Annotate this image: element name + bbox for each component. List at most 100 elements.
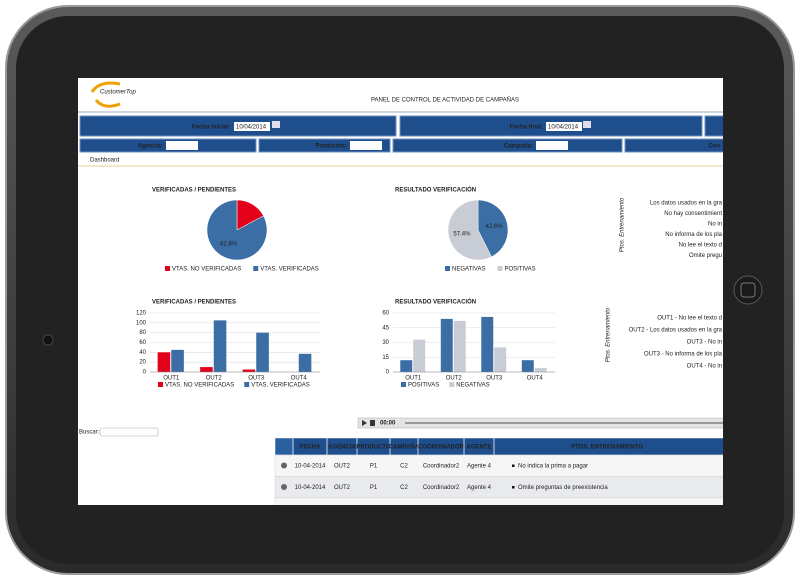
note-item: OUT2 - Los datos usados en la gra xyxy=(629,328,723,334)
row-audio-icon[interactable] xyxy=(281,462,287,469)
y-tick-label: 30 xyxy=(382,340,389,346)
screen-content: CustomerTop PANEL DE CONTROL DE ACTIVIDAD… xyxy=(78,81,723,505)
filter-label: Agencia: xyxy=(138,144,163,150)
x-tick-label: OUT4 xyxy=(527,376,544,382)
filter-cell xyxy=(704,115,723,137)
note-item: Los datos usados en la gra xyxy=(650,201,723,207)
bar xyxy=(256,332,269,372)
bar xyxy=(400,360,413,372)
note-item: No lee el texto d xyxy=(679,243,722,249)
page-title: PANEL DE CONTROL DE ACTIVIDAD DE CAMPAÑA… xyxy=(371,97,519,104)
progress-track xyxy=(405,422,723,424)
pie-slice xyxy=(477,199,509,258)
filter-label: Coo xyxy=(708,144,720,150)
table-cell: Agente 4 xyxy=(467,485,492,491)
play-button[interactable] xyxy=(362,420,367,426)
search-input[interactable] xyxy=(99,427,159,437)
y-tick-label: 60 xyxy=(139,340,146,346)
bar xyxy=(521,360,534,372)
pie-title: VERIFICADAS / PENDIENTES xyxy=(152,188,236,194)
legend-swatch xyxy=(449,382,455,387)
legend-swatch xyxy=(445,266,450,271)
table-cell: Omite preguntas de preexistencia xyxy=(518,485,608,491)
column-header: COORDINADOR xyxy=(418,445,465,451)
legend-swatch xyxy=(401,382,406,387)
table-cell: P1 xyxy=(370,464,378,470)
column-header: PTOS. ENTRENAMIENTO xyxy=(571,445,643,451)
filter-label: Productos: xyxy=(315,144,347,150)
table-cell: OUT2 xyxy=(334,485,351,491)
bar xyxy=(481,316,494,372)
calendar-button[interactable] xyxy=(272,121,280,128)
x-tick-label: OUT4 xyxy=(291,376,308,382)
y-tick-label: 60 xyxy=(382,311,389,317)
filter-label: Fecha final: xyxy=(510,125,543,131)
bullet xyxy=(512,464,515,467)
y-tick-label: 40 xyxy=(139,350,146,356)
table-cell: 10-04-2014 xyxy=(295,464,326,470)
y-tick-label: 0 xyxy=(386,370,390,376)
bar xyxy=(494,347,507,372)
note-item: OUT1 - No lee el texto d xyxy=(657,316,722,322)
column-header: FECHA xyxy=(300,445,321,451)
column-header: AGENCIA xyxy=(328,445,356,451)
legend-swatch xyxy=(158,382,163,387)
note-item: OUT3 - No in xyxy=(687,340,722,346)
note-item: No hay consentimient xyxy=(664,211,722,217)
note-item: OUT3 - No informa de los pla xyxy=(644,352,723,358)
calendar-button[interactable] xyxy=(583,121,591,128)
legend-swatch xyxy=(165,266,170,271)
pie-slice xyxy=(447,199,492,261)
legend-label: POSITIVAS xyxy=(504,267,535,273)
bar xyxy=(440,318,453,372)
filter-label: Fecha inicial: xyxy=(192,125,230,131)
filter-input[interactable] xyxy=(536,141,568,150)
legend-label: VTAS. NO VERIFICADAS xyxy=(165,383,234,389)
bullet xyxy=(512,486,515,489)
table-cell: P1 xyxy=(370,485,378,491)
note-item: No in xyxy=(708,222,722,228)
column-header: CAMPAÑA xyxy=(389,444,420,451)
stop-button[interactable] xyxy=(370,420,375,426)
note-item: OUT4 - No in xyxy=(687,364,722,370)
home-button[interactable] xyxy=(733,275,763,305)
note-item: No informa de los pla xyxy=(665,232,722,238)
filter-input[interactable] xyxy=(350,141,382,150)
table-cell: Coordinador2 xyxy=(423,464,460,470)
table-cell: C2 xyxy=(400,464,408,470)
x-tick-label: OUT2 xyxy=(446,376,463,382)
bar xyxy=(298,353,312,372)
date-input[interactable] xyxy=(234,122,270,131)
row-audio-icon[interactable] xyxy=(281,484,287,490)
bar xyxy=(453,320,466,372)
search-label: Buscar: xyxy=(79,430,100,436)
filter-input[interactable] xyxy=(166,141,198,150)
date-value: 10/04/2014 xyxy=(236,125,267,131)
legend-label: NEGATIVAS xyxy=(456,383,489,389)
bar xyxy=(171,349,184,372)
note-item: Omite pregu xyxy=(689,253,722,259)
column-header: AGENTE xyxy=(466,445,491,451)
tab[interactable]: Dashboard xyxy=(90,158,119,164)
home-icon xyxy=(740,282,756,298)
y-tick-label: 45 xyxy=(382,325,389,331)
legend-swatch xyxy=(244,382,250,387)
player-time: 00:00 xyxy=(380,421,396,427)
x-tick-label: OUT2 xyxy=(206,376,223,382)
y-tick-label: 120 xyxy=(136,311,147,317)
legend-label: VTAS. VERIFICADAS xyxy=(251,383,310,389)
chart-title: VERIFICADAS / PENDIENTES xyxy=(152,300,236,306)
legend-label: VTAS. NO VERIFICADAS xyxy=(172,267,241,273)
bar xyxy=(200,367,213,372)
x-tick-label: OUT1 xyxy=(163,376,180,382)
table-cell: Agente 4 xyxy=(467,464,492,470)
legend-label: VTAS. VERIFICADAS xyxy=(260,267,319,273)
logo-swoosh xyxy=(90,81,121,108)
x-tick-label: OUT3 xyxy=(248,376,265,382)
legend-label: POSITIVAS xyxy=(408,383,439,389)
legend-swatch xyxy=(253,266,259,271)
table-cell: No indica la prima a pagar xyxy=(518,464,588,470)
table-cell: Coordinador2 xyxy=(423,485,460,491)
date-input[interactable] xyxy=(546,122,582,131)
